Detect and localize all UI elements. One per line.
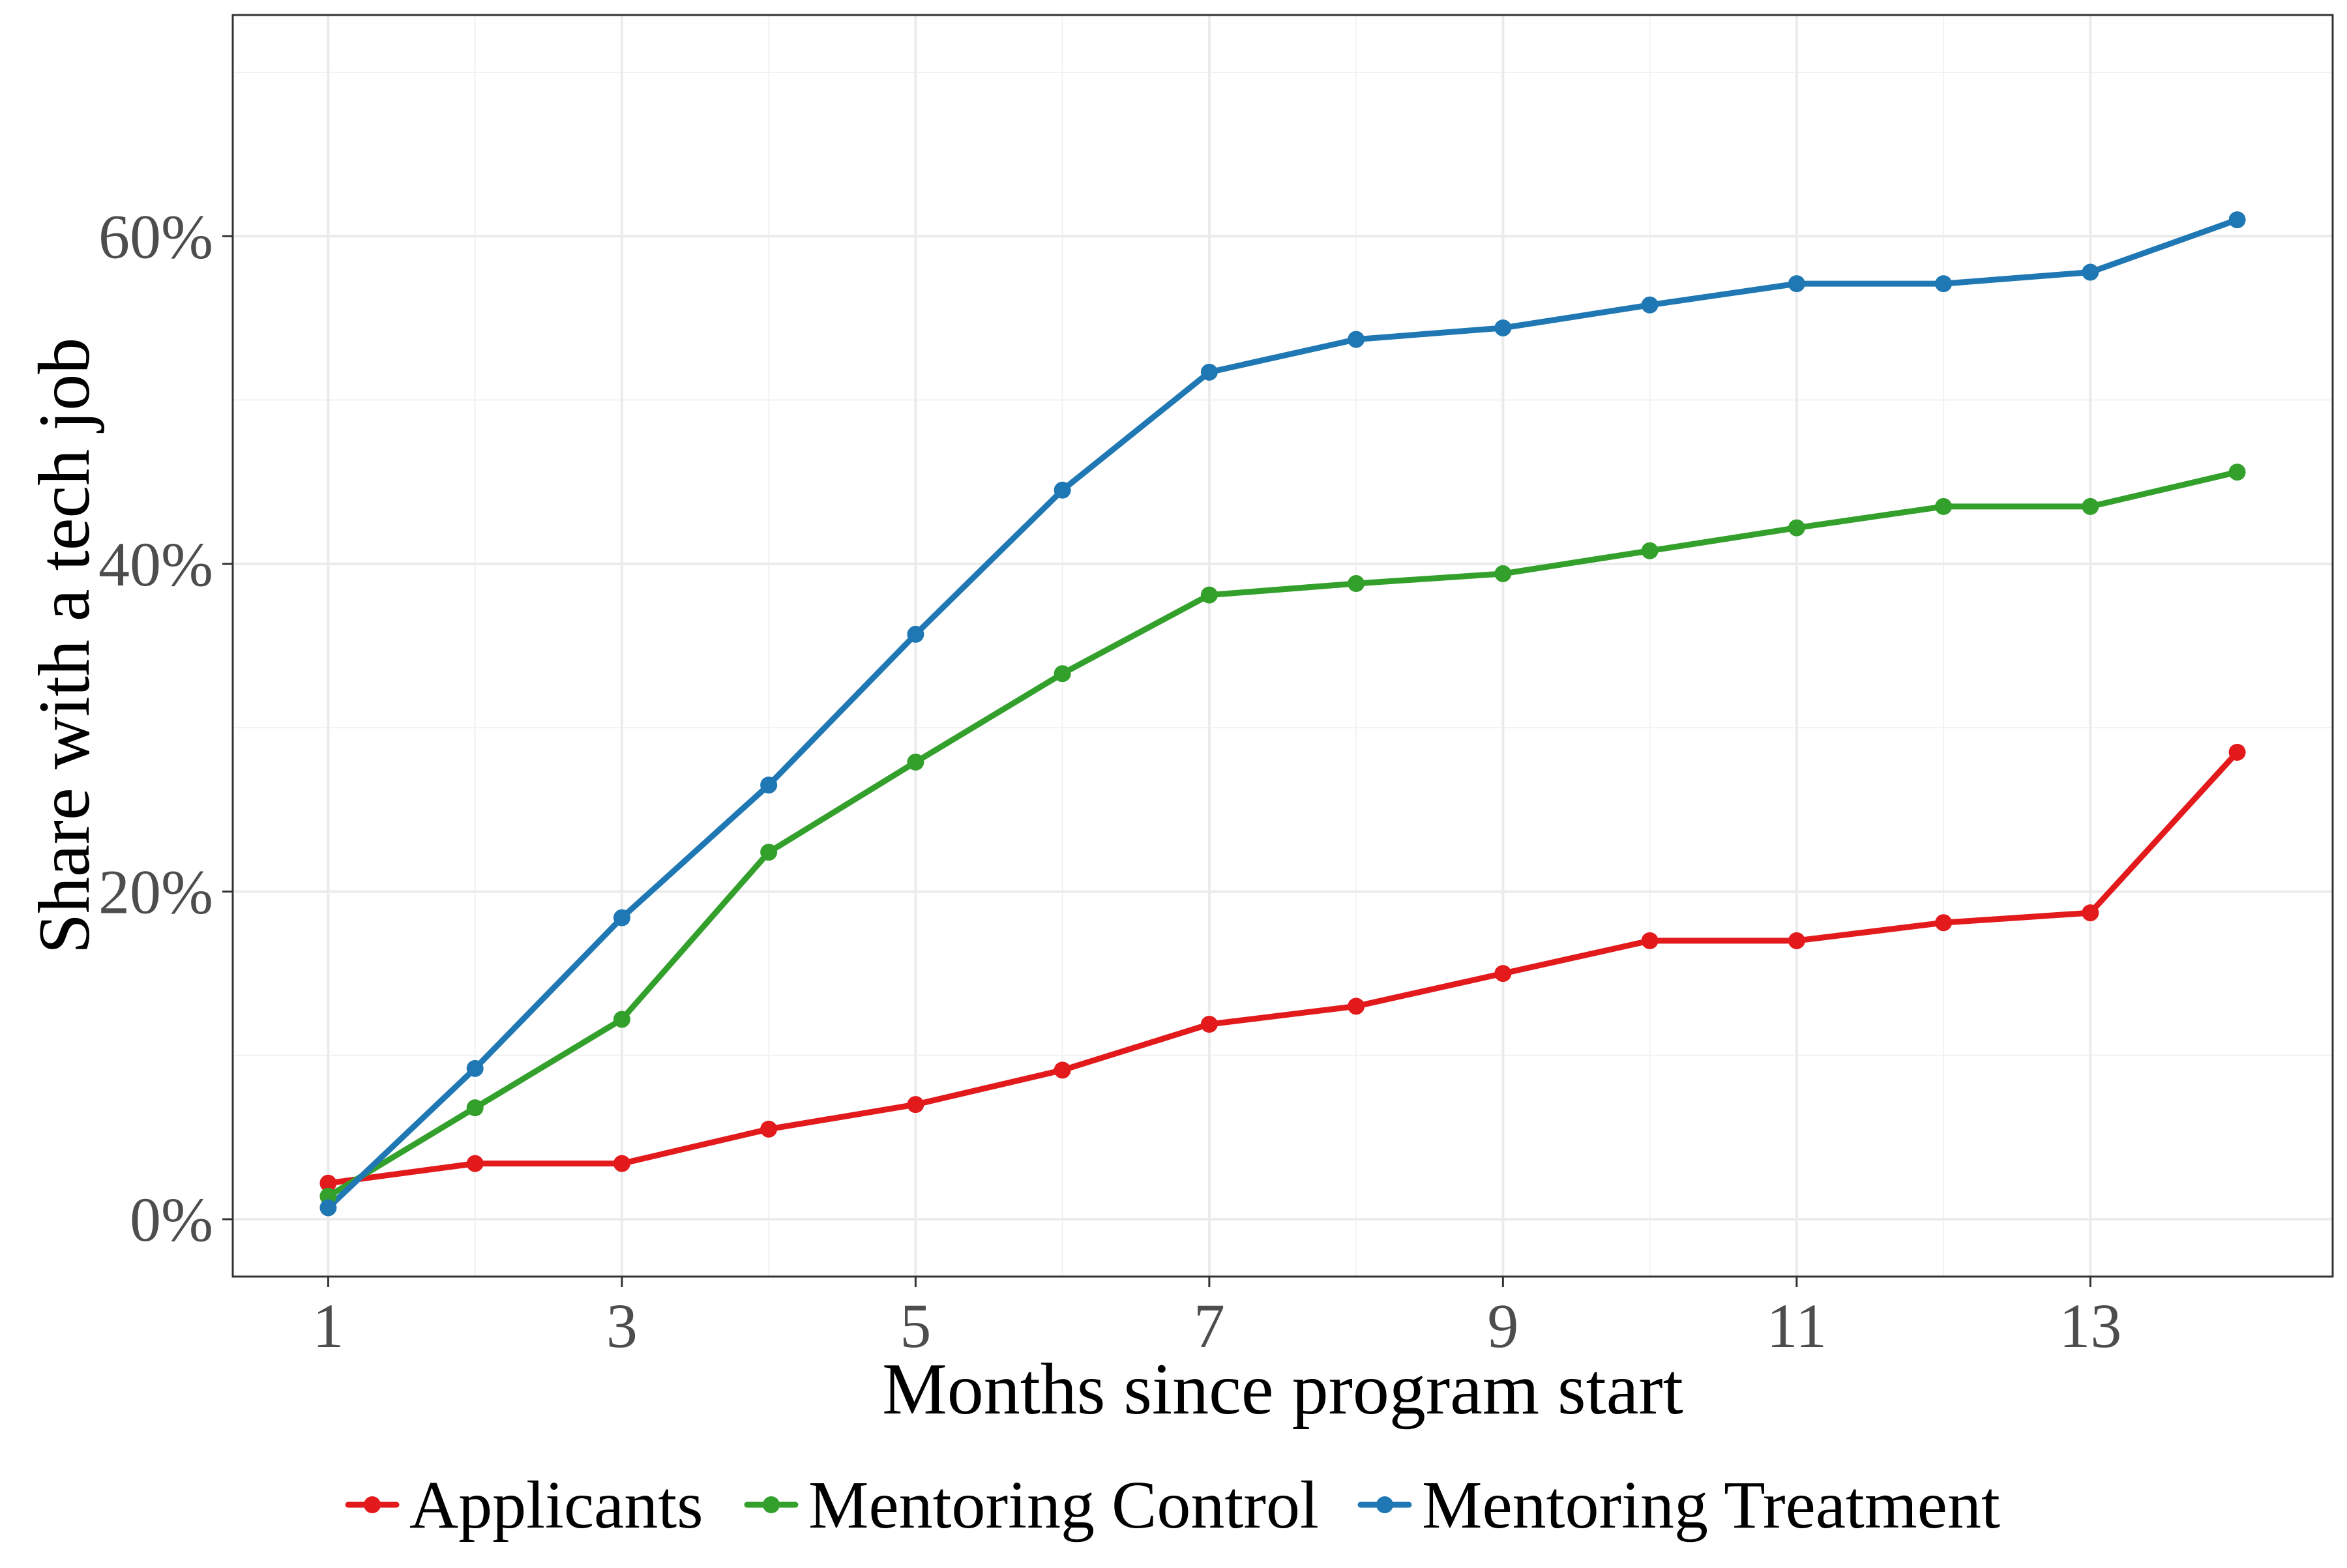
data-point-mentoring-control: [2082, 497, 2099, 515]
data-point-applicants: [466, 1155, 484, 1172]
data-point-mentoring-control: [1200, 586, 1218, 604]
data-point-applicants: [1054, 1061, 1071, 1079]
data-point-mentoring-treatment: [319, 1199, 337, 1217]
legend-item-mentoring-control: Mentoring Control: [744, 1468, 1319, 1543]
data-point-applicants: [1935, 914, 1953, 932]
legend-label: Applicants: [409, 1468, 703, 1543]
x-tick-label: 3: [606, 1291, 638, 1361]
legend: Applicants Mentoring Control Mentoring Tre…: [345, 1468, 2000, 1543]
x-tick-label: 9: [1487, 1291, 1518, 1361]
data-point-applicants: [613, 1155, 630, 1172]
data-point-mentoring-treatment: [613, 909, 630, 926]
y-tick-label: 60%: [98, 201, 213, 271]
data-point-mentoring-control: [466, 1099, 484, 1117]
x-tick-label: 11: [1767, 1291, 1827, 1361]
legend-key-point: [1376, 1496, 1393, 1513]
data-point-mentoring-control: [1935, 497, 1953, 515]
x-axis-ticks: 1 3 5 7 9 11 13: [312, 1277, 2121, 1361]
data-point-mentoring-control: [1348, 575, 1365, 593]
data-point-applicants: [760, 1120, 778, 1138]
series-line-mentoring-control: [325, 469, 2241, 1200]
data-point-mentoring-treatment: [1641, 296, 1659, 314]
x-tick-label: 5: [900, 1291, 931, 1361]
y-tick-label: 40%: [98, 529, 213, 599]
plot-panel-border: [231, 14, 2334, 1278]
x-tick-label: 13: [2059, 1291, 2121, 1361]
legend-item-mentoring-treatment: Mentoring Treatment: [1357, 1468, 2000, 1543]
data-point-mentoring-control: [1054, 665, 1071, 683]
legend-key-point: [364, 1496, 381, 1513]
data-point-applicants: [2228, 743, 2246, 761]
data-point-mentoring-treatment: [1054, 481, 1071, 499]
series-lines: [325, 216, 2241, 1211]
data-point-mentoring-treatment: [1200, 363, 1218, 381]
series-line-applicants: [325, 749, 2241, 1187]
y-axis-title: Share with a tech job: [24, 338, 105, 954]
x-axis-title: Months since program start: [882, 1349, 1683, 1430]
data-point-mentoring-treatment: [2228, 211, 2246, 229]
data-point-applicants: [319, 1174, 337, 1192]
data-point-applicants: [1788, 932, 1805, 949]
data-point-mentoring-treatment: [1935, 275, 1953, 293]
data-point-applicants: [1641, 932, 1659, 949]
data-point-mentoring-treatment: [760, 777, 778, 794]
data-point-applicants: [2082, 904, 2099, 922]
data-point-mentoring-control: [760, 844, 778, 861]
x-tick-label: 1: [312, 1291, 344, 1361]
legend-key-point: [763, 1496, 780, 1513]
data-point-mentoring-control: [1494, 565, 1512, 582]
gridlines: [233, 15, 2333, 1277]
data-point-mentoring-control: [2228, 464, 2246, 481]
data-point-mentoring-treatment: [907, 625, 924, 643]
y-tick-label: 20%: [98, 857, 213, 926]
y-axis-ticks: 0% 20% 40% 60%: [98, 201, 233, 1254]
legend-item-applicants: Applicants: [345, 1468, 703, 1543]
data-point-applicants: [1348, 998, 1365, 1015]
series-points: [319, 211, 2246, 1217]
data-point-mentoring-treatment: [1788, 275, 1805, 293]
data-point-mentoring-control: [1641, 542, 1659, 559]
legend-label: Mentoring Control: [808, 1468, 1319, 1543]
y-tick-label: 0%: [130, 1185, 213, 1254]
data-point-applicants: [1200, 1016, 1218, 1033]
data-point-mentoring-control: [613, 1011, 630, 1028]
data-point-applicants: [1494, 965, 1512, 983]
data-point-mentoring-control: [907, 753, 924, 771]
data-point-applicants: [907, 1096, 924, 1114]
data-point-mentoring-control: [1788, 519, 1805, 537]
data-point-mentoring-treatment: [1494, 319, 1512, 336]
legend-label: Mentoring Treatment: [1422, 1468, 2000, 1543]
data-point-mentoring-treatment: [2082, 263, 2099, 281]
data-point-mentoring-treatment: [1348, 331, 1365, 348]
x-tick-label: 7: [1194, 1291, 1225, 1361]
series-line-mentoring-treatment: [325, 216, 2241, 1211]
data-point-mentoring-treatment: [466, 1059, 484, 1077]
